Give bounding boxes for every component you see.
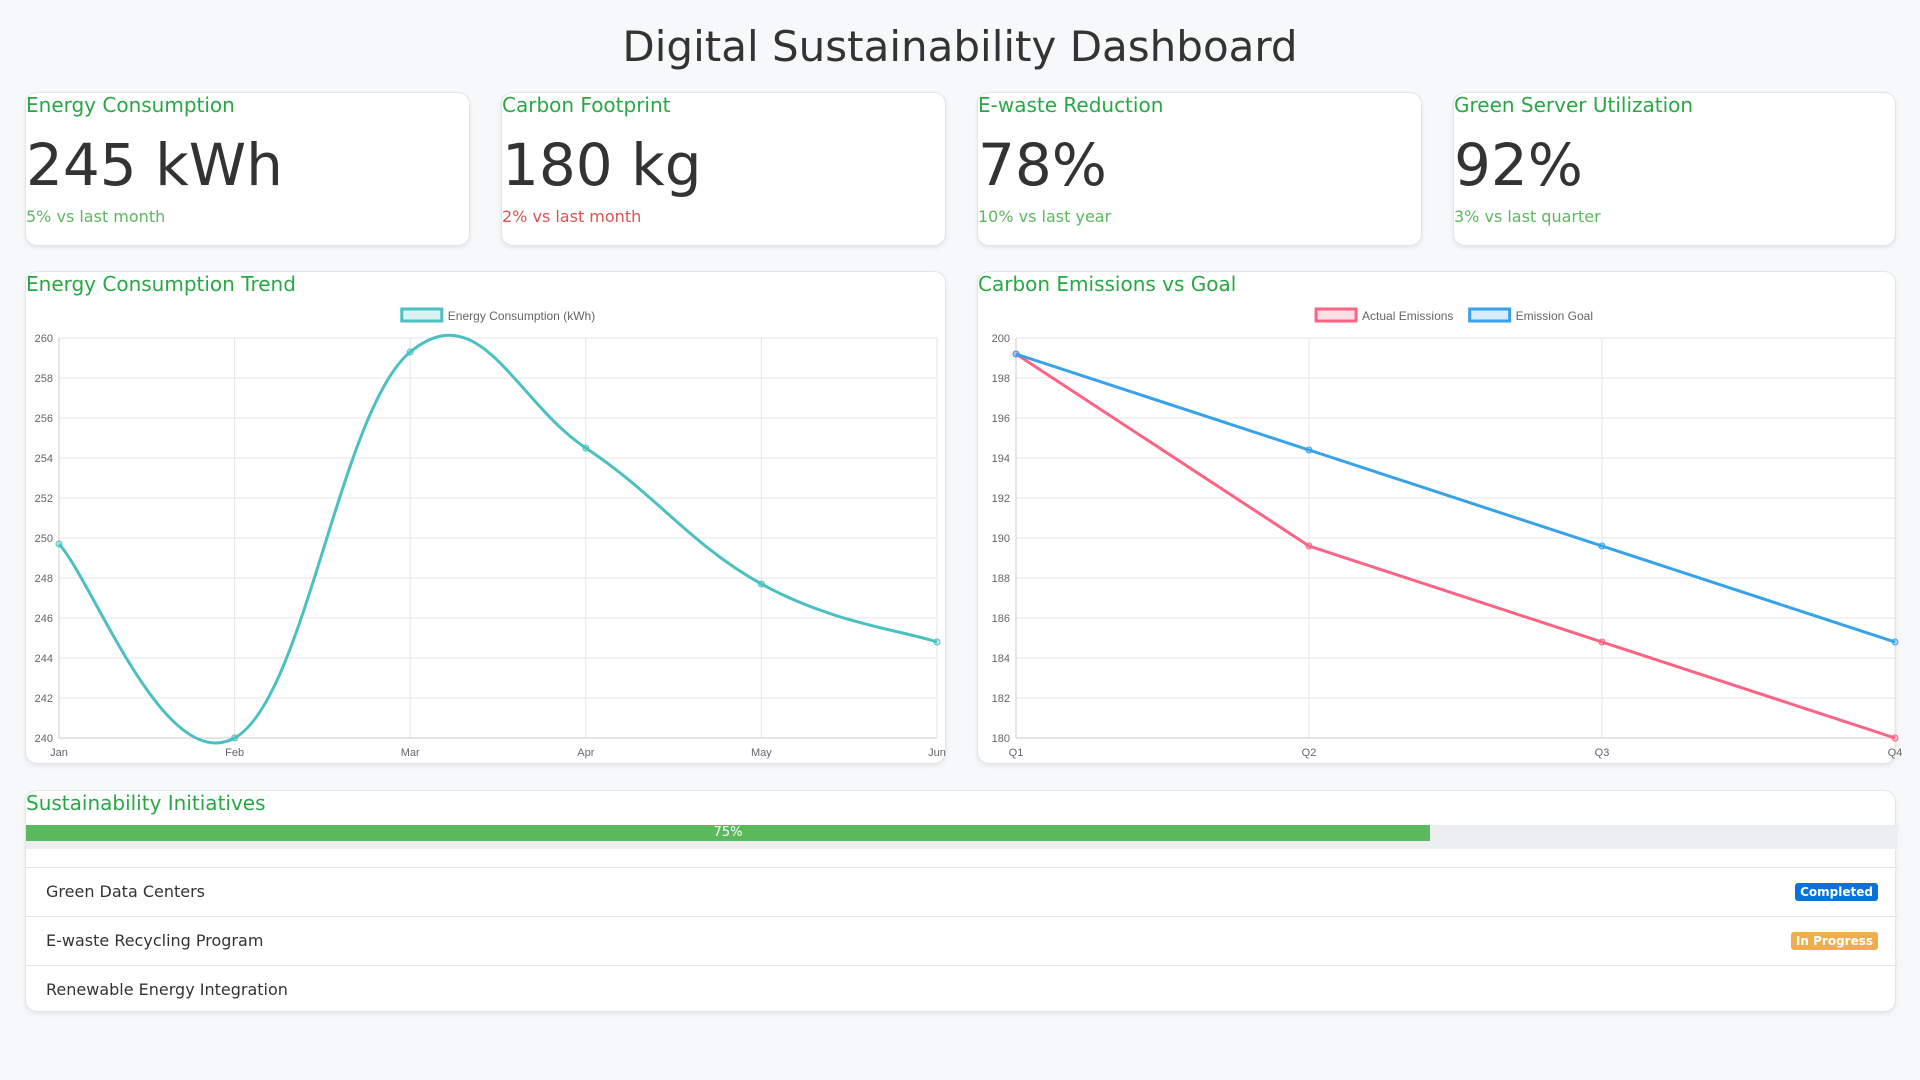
metric-title: Carbon Footprint — [502, 93, 671, 117]
y-tick-label: 194 — [992, 453, 1010, 465]
series-line — [57, 334, 938, 745]
data-point — [231, 734, 239, 742]
data-point — [1305, 542, 1313, 550]
initiatives-card: Sustainability Initiatives 75% Green Dat… — [25, 790, 1898, 1014]
metric-title: Energy Consumption — [26, 93, 235, 117]
y-tick-label: 258 — [35, 373, 53, 385]
status-badge-completed: Completed — [1795, 883, 1878, 901]
y-tick-label: 198 — [992, 373, 1010, 385]
y-tick-label: 192 — [992, 493, 1010, 505]
legend-label: Emission Goal — [1516, 309, 1593, 323]
series-line — [1015, 352, 1896, 644]
carbon-goal-chart: 180 182 184 186 188 190 192 194 196 198 200 Q1 Q2 Q3 Q… — [992, 307, 1902, 759]
x-tick-label: Jan — [50, 747, 68, 759]
carbon-goal-card: Carbon Emissions vs Goal 180 182 184 186 188… — [977, 271, 1902, 764]
initiatives-progress-bar: 75% — [26, 825, 1898, 849]
legend-label: Energy Consumption (kWh) — [448, 309, 595, 323]
metric-change: 10% vs last year — [978, 207, 1112, 226]
y-tick-label: 240 — [35, 733, 53, 745]
data-point — [1891, 734, 1899, 742]
y-tick-label: 190 — [992, 533, 1010, 545]
initiative-name: Green Data Centers — [46, 882, 206, 901]
y-tick-label: 180 — [992, 733, 1010, 745]
y-tick-label: 246 — [35, 613, 53, 625]
y-tick-label: 248 — [35, 573, 53, 585]
initiatives-title: Sustainability Initiatives — [26, 791, 266, 815]
status-badge-in-progress: In Progress — [1790, 932, 1878, 950]
y-tick-label: 186 — [992, 613, 1010, 625]
metric-value: 180 kg — [502, 131, 702, 199]
y-tick-label: 252 — [35, 493, 53, 505]
legend-swatch — [1314, 307, 1358, 323]
metric-value: 78% — [978, 131, 1107, 199]
metric-card-carbon: Carbon Footprint 180 kg 2% vs last month — [501, 92, 946, 246]
y-tick-label: 260 — [35, 333, 53, 345]
data-point — [55, 540, 63, 548]
legend-label: Actual Emissions — [1362, 309, 1453, 323]
y-tick-label: 256 — [35, 413, 53, 425]
data-point — [1012, 350, 1020, 358]
initiative-name: Renewable Energy Integration — [46, 980, 288, 999]
metric-change: 5% vs last month — [26, 207, 166, 226]
data-point — [933, 638, 941, 646]
data-point — [1598, 638, 1606, 646]
metric-card-green-server: Green Server Utilization 92% 3% vs last … — [1453, 92, 1896, 246]
x-tick-label: Apr — [577, 747, 594, 759]
progress-label: 75% — [713, 825, 743, 840]
x-tick-label: May — [751, 747, 772, 759]
initiative-row[interactable]: Green Data Centers Completed — [26, 867, 1898, 916]
initiative-row[interactable]: Renewable Energy Integration — [26, 965, 1898, 1014]
legend-swatch — [1468, 307, 1512, 323]
metric-card-energy: Energy Consumption 245 kWh 5% vs last mo… — [25, 92, 470, 246]
initiative-name: E-waste Recycling Program — [46, 931, 264, 950]
data-point — [1598, 542, 1606, 550]
x-tick-label: Q2 — [1302, 747, 1317, 759]
x-tick-label: Q3 — [1595, 747, 1610, 759]
metric-value: 245 kWh — [26, 131, 283, 199]
x-tick-label: Jun — [928, 747, 946, 759]
chart-title: Carbon Emissions vs Goal — [978, 272, 1237, 296]
metric-title: Green Server Utilization — [1454, 93, 1694, 117]
data-point — [582, 444, 590, 452]
data-point — [1305, 446, 1313, 454]
y-tick-label: 188 — [992, 573, 1010, 585]
x-tick-label: Feb — [225, 747, 244, 759]
chart-title: Energy Consumption Trend — [26, 272, 296, 296]
y-tick-label: 200 — [992, 333, 1010, 345]
data-point — [406, 348, 414, 356]
initiative-row[interactable]: E-waste Recycling Program In Progress — [26, 916, 1898, 965]
x-tick-label: Q1 — [1009, 747, 1024, 759]
metric-change: 2% vs last month — [502, 207, 642, 226]
y-tick-label: 196 — [992, 413, 1010, 425]
y-tick-label: 244 — [35, 653, 53, 665]
metric-change: 3% vs last quarter — [1454, 207, 1601, 226]
metric-title: E-waste Reduction — [978, 93, 1164, 117]
page-title: Digital Sustainability Dashboard — [622, 22, 1298, 71]
metric-value: 92% — [1454, 131, 1583, 199]
data-point — [757, 580, 765, 588]
legend-swatch — [400, 307, 444, 323]
series-line — [1015, 352, 1896, 740]
x-tick-label: Mar — [401, 747, 420, 759]
y-tick-label: 182 — [992, 693, 1010, 705]
energy-trend-card: Energy Consumption Trend 240 242 244 246 248… — [25, 271, 946, 764]
y-tick-label: 184 — [992, 653, 1010, 665]
y-tick-label: 242 — [35, 693, 53, 705]
y-tick-label: 254 — [35, 453, 53, 465]
y-tick-label: 250 — [35, 533, 53, 545]
progress-fill: 75% — [26, 825, 1430, 841]
data-point — [1891, 638, 1899, 646]
energy-trend-chart: 240 242 244 246 248 250 252 254 256 258 260 Jan Feb M… — [35, 307, 946, 759]
x-tick-label: Q4 — [1888, 747, 1903, 759]
metric-card-ewaste: E-waste Reduction 78% 10% vs last year — [977, 92, 1422, 246]
